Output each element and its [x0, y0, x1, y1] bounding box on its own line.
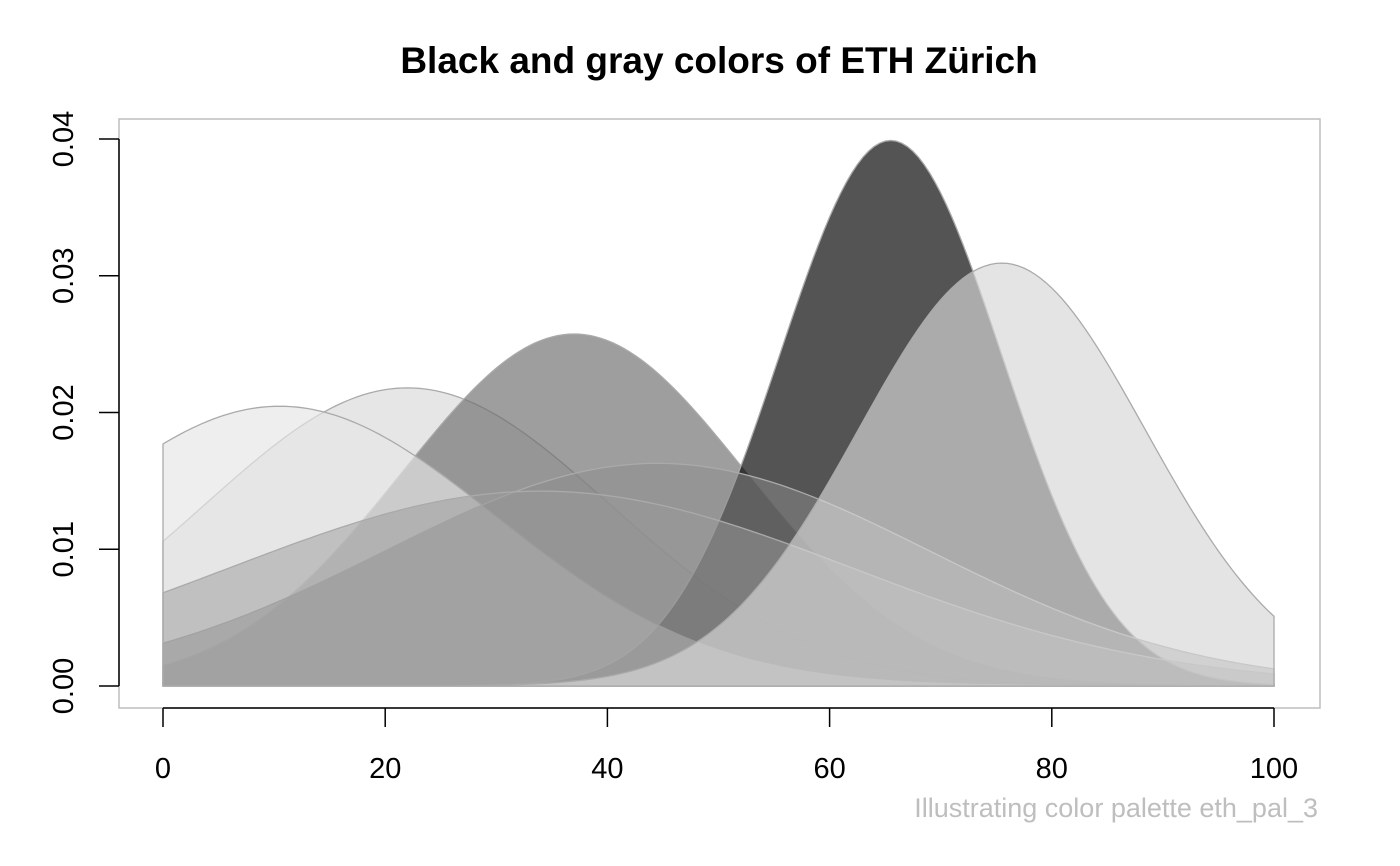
y-tick-label: 0.01 — [48, 521, 80, 577]
x-tick-label: 60 — [813, 753, 845, 785]
series-layer — [162, 139, 1275, 687]
y-tick-label: 0.00 — [48, 658, 80, 714]
palette-caption: Illustrating color palette eth_pal_3 — [914, 793, 1318, 823]
x-tick-label: 0 — [155, 753, 171, 785]
density-area-7 — [163, 262, 1275, 687]
chart-title: Black and gray colors of ETH Zürich — [400, 40, 1037, 81]
y-tick-label: 0.03 — [48, 248, 80, 304]
y-tick-label: 0.04 — [48, 111, 80, 167]
x-tick-label: 20 — [369, 753, 401, 785]
x-tick-label: 100 — [1250, 753, 1298, 785]
x-axis: 0 20 40 60 80 100 — [155, 707, 1298, 785]
y-tick-label: 0.02 — [48, 384, 80, 440]
x-tick-label: 40 — [591, 753, 623, 785]
x-tick-label: 80 — [1036, 753, 1068, 785]
y-axis: 0.00 0.01 0.02 0.03 0.04 — [48, 111, 120, 714]
